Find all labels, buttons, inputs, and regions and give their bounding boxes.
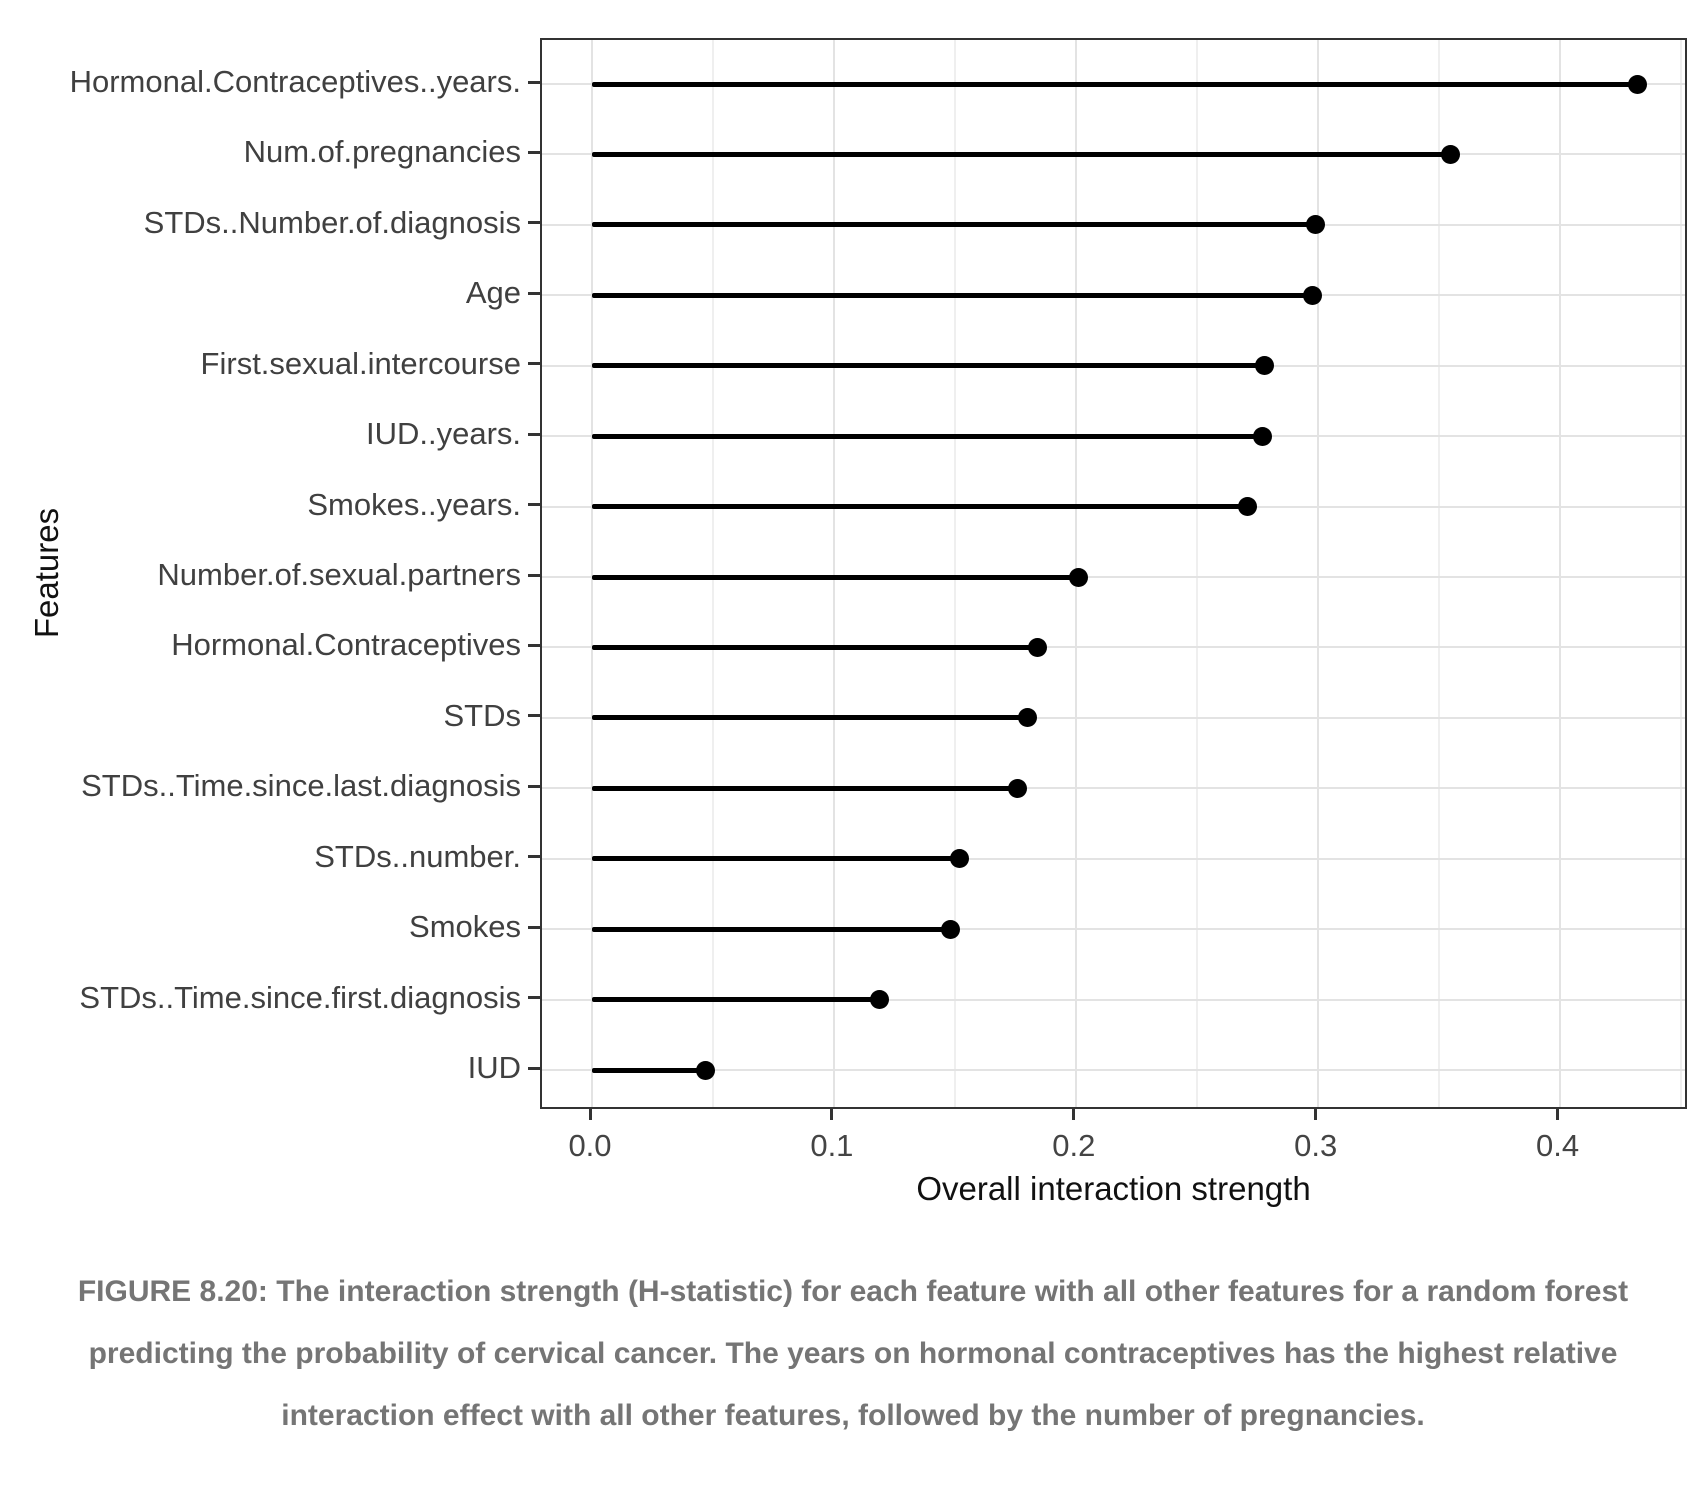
y-axis-label: Age	[465, 275, 521, 311]
lollipop-point	[1303, 285, 1323, 305]
lollipop-segment	[592, 926, 950, 932]
gridline-vertical-major	[1316, 40, 1319, 1107]
x-axis-tick	[588, 1109, 592, 1120]
lollipop-segment	[592, 504, 1248, 510]
lollipop-point	[1254, 356, 1274, 376]
gridline-vertical-major	[1558, 40, 1561, 1107]
y-axis-tick	[528, 714, 540, 718]
gridline-horizontal-major	[542, 787, 1685, 790]
lollipop-point	[1441, 144, 1461, 164]
lollipop-segment	[592, 715, 1028, 721]
lollipop-point	[870, 990, 890, 1010]
y-axis-tick	[528, 1066, 540, 1070]
gridline-vertical-minor	[953, 40, 956, 1107]
x-axis-tick	[830, 1109, 834, 1120]
y-axis-tick	[528, 925, 540, 929]
gridline-vertical-minor	[1679, 40, 1682, 1107]
figure-caption: FIGURE 8.20: The interaction strength (H…	[77, 1275, 1629, 1432]
lollipop-segment	[592, 81, 1637, 87]
plot-panel	[540, 38, 1687, 1109]
y-axis-label: Smokes..years.	[307, 486, 521, 522]
x-axis-tick	[1314, 1109, 1318, 1120]
y-axis-label: Hormonal.Contraceptives..years.	[69, 64, 521, 99]
y-axis-tick	[528, 362, 540, 366]
y-axis-tick	[528, 784, 540, 788]
lollipop-segment	[592, 433, 1263, 439]
lollipop-point	[1068, 567, 1088, 587]
gridline-vertical-major	[591, 40, 593, 1107]
x-axis-tick-label: 0.3	[1294, 1128, 1338, 1163]
y-axis-label: Hormonal.Contraceptives	[171, 627, 521, 663]
lollipop-segment	[592, 151, 1451, 157]
x-axis-tick	[1072, 1109, 1076, 1120]
gridline-vertical-minor	[1195, 40, 1198, 1107]
y-axis-tick	[528, 643, 540, 647]
lollipop-segment	[592, 292, 1313, 298]
x-axis-title: Overall interaction strength	[916, 1170, 1311, 1207]
y-axis-label: STDs..Time.since.last.diagnosis	[81, 768, 521, 804]
y-axis-tick	[528, 432, 540, 436]
gridline-horizontal-major	[542, 1069, 1685, 1072]
x-axis-tick-label: 0.4	[1536, 1128, 1580, 1163]
y-axis-tick	[528, 503, 540, 507]
y-axis-tick	[528, 855, 540, 859]
y-axis-tick	[528, 996, 540, 1000]
gridline-horizontal-major	[542, 716, 1685, 719]
lollipop-segment	[592, 222, 1316, 228]
gridline-vertical-minor	[1437, 40, 1440, 1107]
lollipop-segment	[592, 644, 1038, 650]
y-axis-label: Number.of.sexual.partners	[157, 557, 521, 592]
lollipop-point	[1027, 637, 1047, 657]
lollipop-point	[950, 849, 970, 869]
lollipop-segment	[592, 785, 1018, 791]
y-axis-tick	[528, 573, 540, 577]
y-axis-tick	[528, 80, 540, 84]
lollipop-point	[1252, 426, 1272, 446]
x-axis-tick-label: 0.2	[1052, 1128, 1096, 1163]
y-axis-label: STDs..Time.since.first.diagnosis	[79, 979, 521, 1015]
y-axis-label: STDs	[443, 697, 522, 733]
lollipop-segment	[592, 856, 960, 862]
y-axis-label: First.sexual.intercourse	[200, 345, 521, 381]
lollipop-point	[1008, 778, 1028, 798]
y-axis-label: Num.of.pregnancies	[243, 134, 521, 170]
y-axis-label: STDs..number.	[314, 838, 521, 874]
gridline-vertical-minor	[711, 40, 714, 1107]
lollipop-segment	[592, 1067, 706, 1073]
lollipop-point	[1305, 215, 1325, 235]
y-axis-tick	[528, 150, 540, 154]
lollipop-point	[1238, 497, 1258, 517]
lollipop-point	[1627, 74, 1647, 94]
y-axis-label: STDs..Number.of.diagnosis	[143, 204, 521, 240]
y-axis-tick	[528, 221, 540, 225]
gridline-horizontal-major	[542, 646, 1685, 649]
y-axis-label: Smokes	[409, 909, 521, 945]
y-axis-label: IUD..years.	[365, 416, 521, 452]
gridline-vertical-major	[832, 40, 835, 1107]
gridline-horizontal-major	[542, 998, 1685, 1001]
x-axis-tick	[1556, 1109, 1560, 1120]
lollipop-point	[940, 919, 960, 939]
x-axis-tick-label: 0.0	[568, 1128, 612, 1163]
gridline-horizontal-major	[542, 576, 1685, 578]
lollipop-point	[696, 1060, 716, 1080]
lollipop-point	[1017, 708, 1037, 728]
y-axis-label: IUD	[467, 1050, 521, 1086]
gridline-horizontal-major	[542, 928, 1685, 931]
lollipop-segment	[592, 997, 880, 1003]
x-axis-tick-label: 0.1	[810, 1128, 854, 1163]
gridline-horizontal-major	[542, 857, 1685, 860]
lollipop-segment	[592, 574, 1079, 580]
lollipop-segment	[592, 363, 1265, 369]
y-axis-tick	[528, 291, 540, 295]
